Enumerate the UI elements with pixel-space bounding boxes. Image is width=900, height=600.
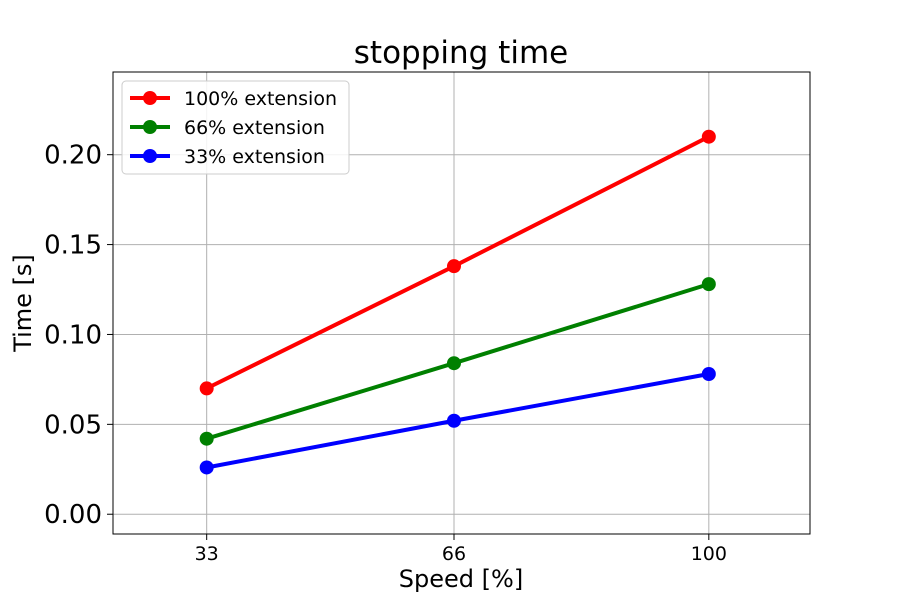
- data-point: [701, 129, 716, 144]
- plot-frame: [112, 71, 811, 535]
- x-tick-label: 100: [691, 543, 727, 565]
- series-2: [199, 277, 716, 446]
- legend-swatch-marker: [143, 149, 157, 163]
- y-tick-label: 0.00: [44, 500, 102, 530]
- data-point: [199, 381, 214, 396]
- series-3: [199, 367, 716, 475]
- data-point: [701, 277, 716, 292]
- chart-title: stopping time: [354, 35, 568, 71]
- legend-entry: 100% extension: [130, 88, 337, 110]
- legend-entry: 33% extension: [130, 146, 325, 168]
- x-tick-label: 33: [195, 543, 219, 565]
- data-point: [447, 356, 462, 371]
- data-point: [199, 460, 214, 475]
- data-point: [199, 431, 214, 446]
- legend-swatch-marker: [143, 120, 157, 134]
- data-point: [447, 413, 462, 428]
- y-tick-label: 0.20: [44, 141, 102, 171]
- series-layer: [199, 129, 716, 475]
- series-1: [199, 129, 716, 396]
- x-axis-label: Speed [%]: [399, 565, 523, 593]
- legend-entry: 66% extension: [130, 117, 325, 139]
- legend-label: 66% extension: [184, 117, 325, 139]
- y-tick-label: 0.10: [44, 320, 102, 350]
- legend-swatch-marker: [143, 91, 157, 105]
- data-point: [447, 259, 462, 274]
- legend: 100% extension 66% extension 33% extension: [121, 80, 350, 175]
- y-axis-ticks: 0.00 0.05 0.10 0.15 0.20: [44, 141, 113, 530]
- y-tick-label: 0.15: [44, 231, 102, 261]
- legend-label: 100% extension: [184, 88, 337, 110]
- legend-box: [121, 80, 350, 175]
- y-axis-label: Time [s]: [9, 254, 37, 353]
- data-point: [701, 367, 716, 382]
- x-axis-ticks: 33 66 100: [195, 534, 727, 565]
- y-tick-label: 0.05: [44, 410, 102, 440]
- x-tick-label: 66: [442, 543, 466, 565]
- legend-label: 33% extension: [184, 146, 325, 168]
